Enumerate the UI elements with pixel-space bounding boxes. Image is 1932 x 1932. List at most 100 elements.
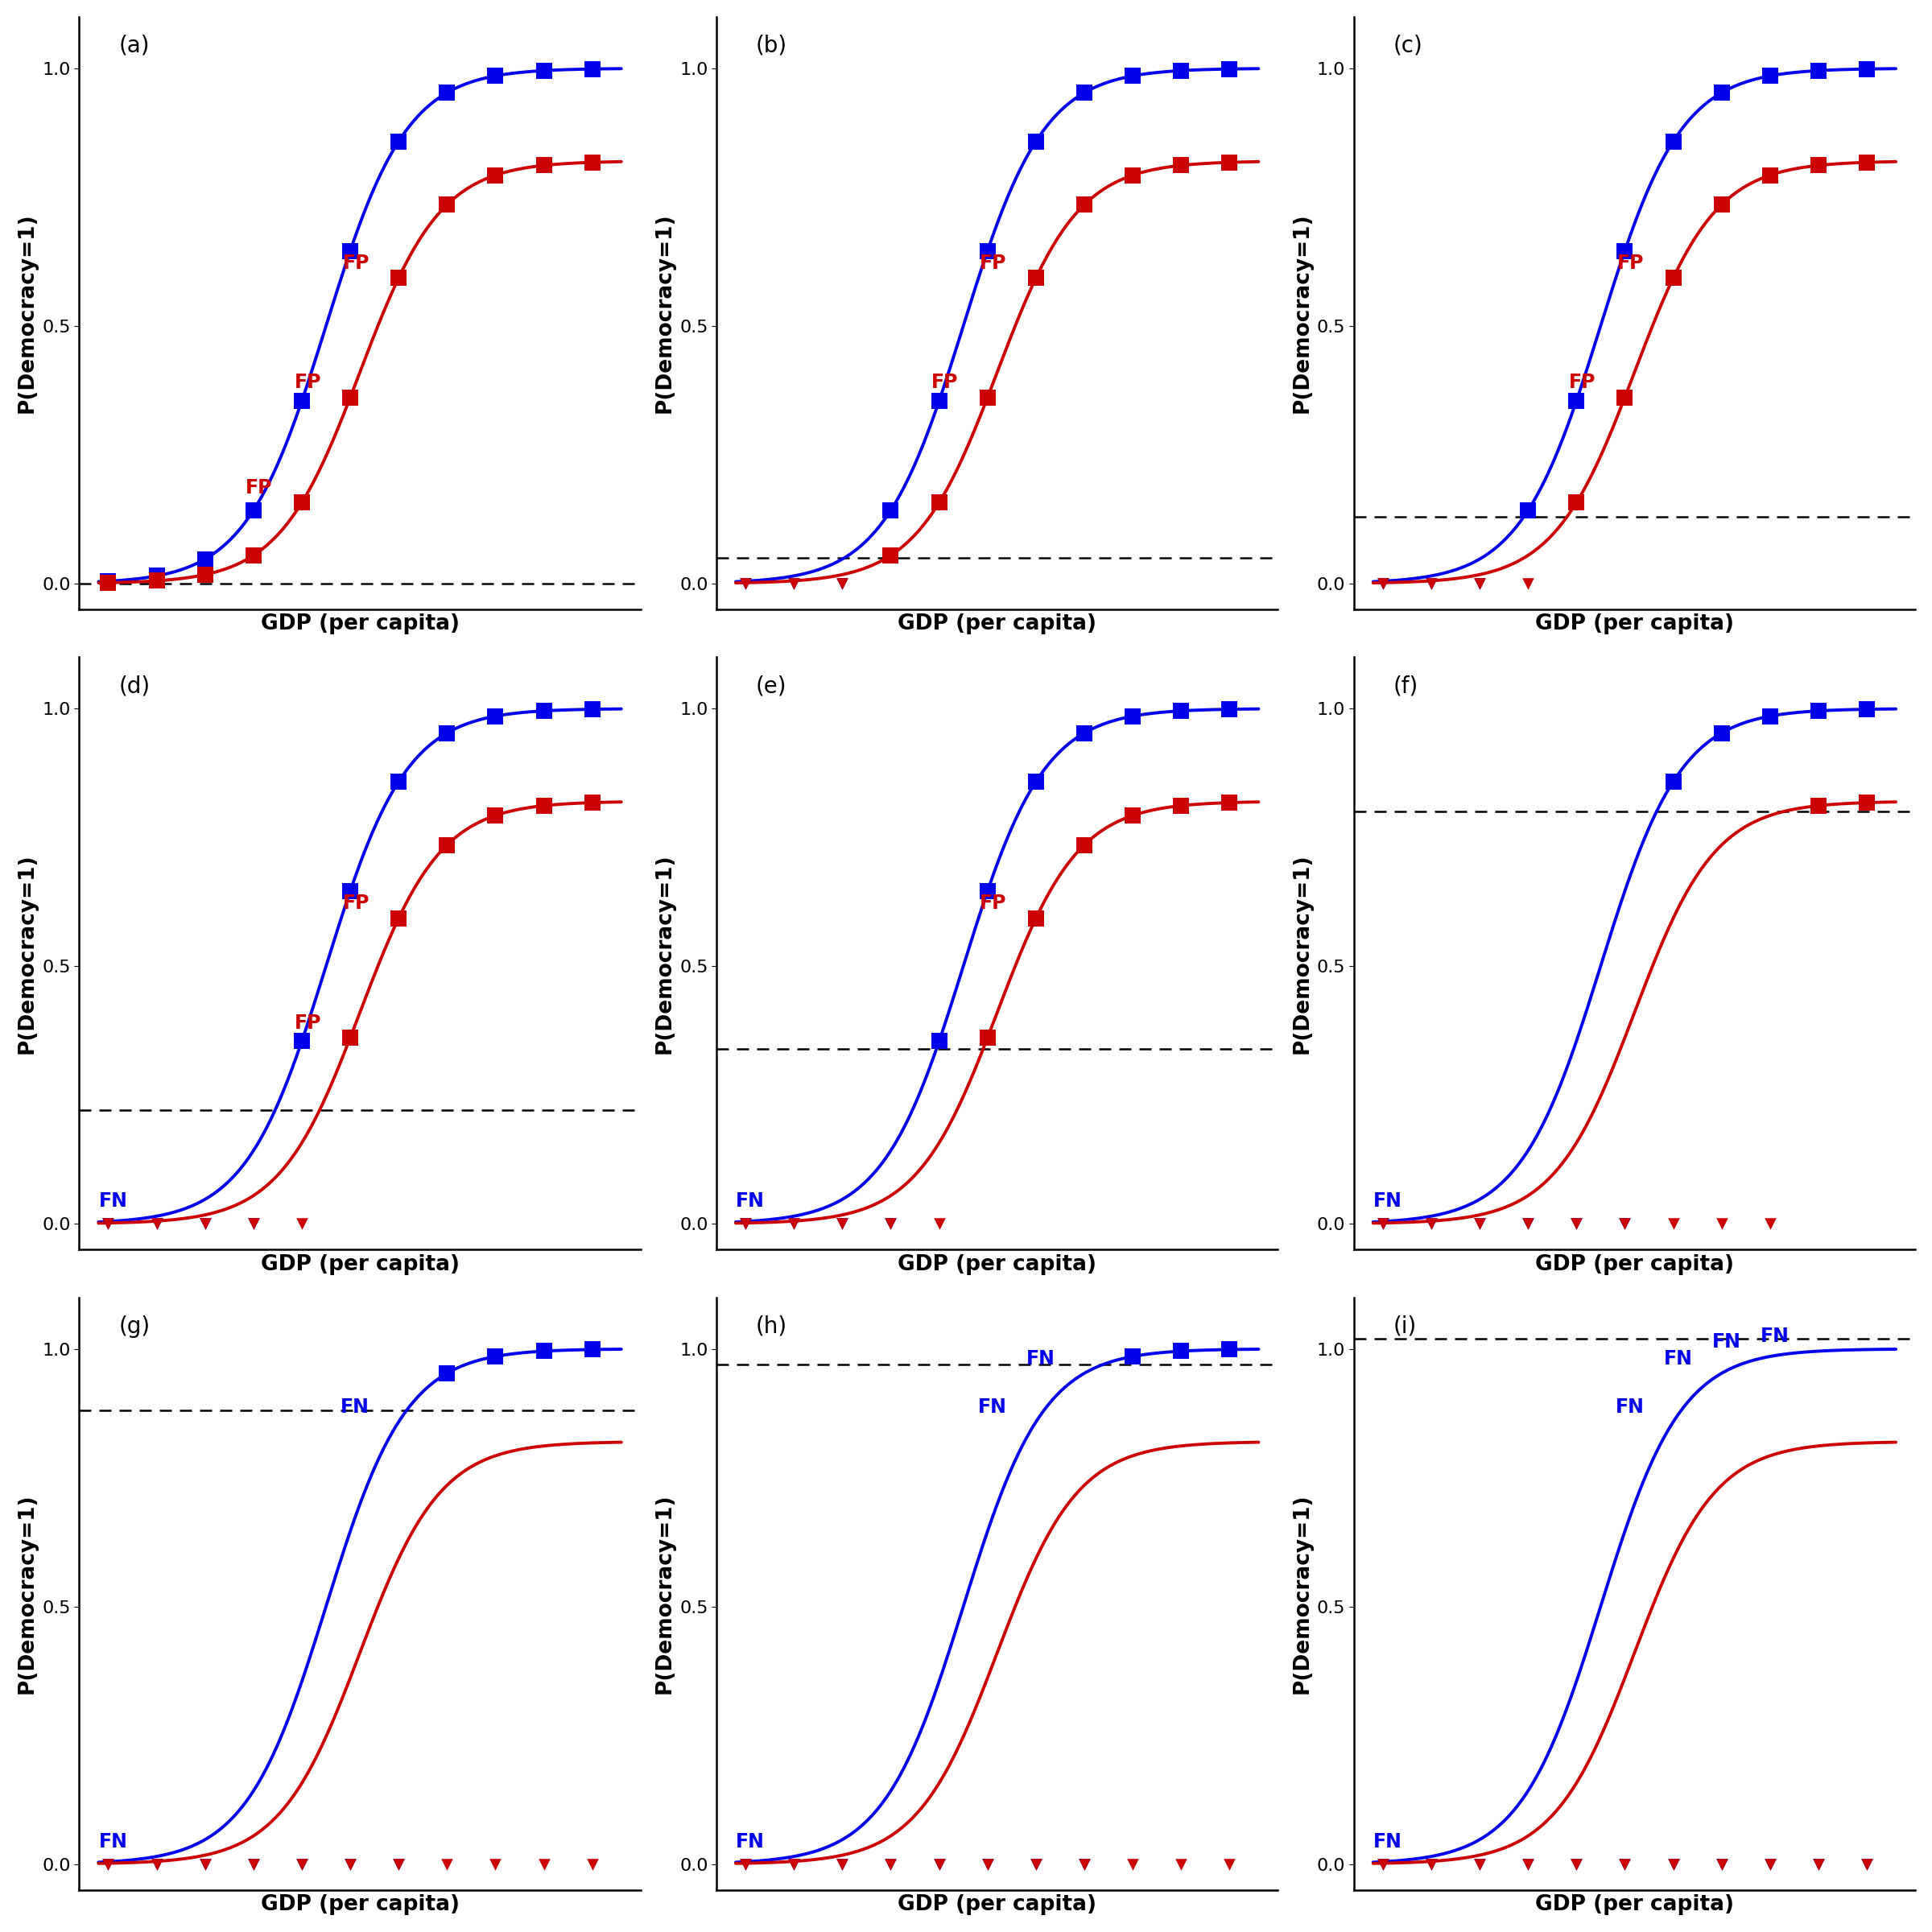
Point xyxy=(1706,77,1737,108)
Point xyxy=(1165,696,1196,726)
Point xyxy=(1464,1849,1495,1880)
Point xyxy=(1020,126,1051,156)
Point xyxy=(238,1208,269,1238)
Point xyxy=(1117,701,1148,732)
Point xyxy=(730,1849,761,1880)
Point xyxy=(286,1849,317,1880)
Point xyxy=(1706,189,1737,220)
Point xyxy=(1368,1849,1399,1880)
Point xyxy=(1561,1849,1592,1880)
Point xyxy=(1561,1208,1592,1238)
Point xyxy=(972,1022,1003,1053)
Point xyxy=(1706,1849,1737,1880)
Point xyxy=(189,543,220,574)
Point xyxy=(1416,568,1447,599)
X-axis label: GDP (per capita): GDP (per capita) xyxy=(261,1893,460,1915)
Point xyxy=(189,558,220,589)
Point xyxy=(875,1849,906,1880)
Text: FN: FN xyxy=(1374,1832,1403,1851)
Text: (e): (e) xyxy=(755,674,786,697)
Point xyxy=(1754,60,1785,91)
Point xyxy=(1513,495,1544,526)
Point xyxy=(479,160,510,191)
Text: FP: FP xyxy=(342,253,369,272)
Point xyxy=(1117,1849,1148,1880)
Point xyxy=(431,189,462,220)
Point xyxy=(1658,1208,1689,1238)
Point xyxy=(972,236,1003,267)
Point xyxy=(431,1358,462,1389)
Y-axis label: P(Democracy=1): P(Democracy=1) xyxy=(1291,1493,1312,1694)
Point xyxy=(1803,1849,1833,1880)
Point xyxy=(431,77,462,108)
Point xyxy=(1368,568,1399,599)
Point xyxy=(1068,1849,1099,1880)
Point xyxy=(334,236,365,267)
Point xyxy=(334,383,365,413)
Point xyxy=(431,829,462,860)
Point xyxy=(141,560,172,591)
Point xyxy=(1609,1208,1640,1238)
Point xyxy=(527,1849,558,1880)
Point xyxy=(238,1849,269,1880)
Point xyxy=(730,1208,761,1238)
Point xyxy=(1609,1208,1640,1238)
Point xyxy=(1213,147,1244,178)
Point xyxy=(1464,1208,1495,1238)
Point xyxy=(238,1208,269,1238)
X-axis label: GDP (per capita): GDP (per capita) xyxy=(1536,1893,1733,1915)
Point xyxy=(1754,701,1785,732)
Point xyxy=(383,902,413,933)
Point xyxy=(93,1208,124,1238)
Point xyxy=(1658,126,1689,156)
Point xyxy=(827,1849,858,1880)
Point xyxy=(527,56,558,87)
Point xyxy=(1213,786,1244,817)
Point xyxy=(578,1335,609,1366)
Point xyxy=(1213,54,1244,85)
Point xyxy=(1658,767,1689,798)
Point xyxy=(334,1849,365,1880)
Point xyxy=(189,1849,220,1880)
Point xyxy=(1706,1849,1737,1880)
Point xyxy=(1609,1849,1640,1880)
Point xyxy=(1416,568,1447,599)
Point xyxy=(779,1208,810,1238)
Point xyxy=(1117,1341,1148,1372)
Text: (a): (a) xyxy=(118,35,149,58)
Point xyxy=(875,539,906,570)
Point xyxy=(527,696,558,726)
Text: FP: FP xyxy=(294,373,321,392)
Point xyxy=(1368,568,1399,599)
Text: (h): (h) xyxy=(755,1316,786,1337)
Point xyxy=(93,568,124,599)
Point xyxy=(1117,160,1148,191)
Point xyxy=(779,1849,810,1880)
Text: (g): (g) xyxy=(118,1316,151,1337)
Text: FP: FP xyxy=(245,477,272,497)
Point xyxy=(923,1026,954,1057)
Point xyxy=(141,1208,172,1238)
Point xyxy=(189,1849,220,1880)
Text: (c): (c) xyxy=(1393,35,1422,58)
Point xyxy=(1561,1849,1592,1880)
Point xyxy=(1513,1208,1544,1238)
Point xyxy=(1464,568,1495,599)
Point xyxy=(1803,696,1833,726)
X-axis label: GDP (per capita): GDP (per capita) xyxy=(898,1893,1097,1915)
Point xyxy=(875,1208,906,1238)
Point xyxy=(286,487,317,518)
Point xyxy=(238,495,269,526)
Point xyxy=(1851,147,1882,178)
X-axis label: GDP (per capita): GDP (per capita) xyxy=(1536,1254,1733,1275)
Point xyxy=(93,1849,124,1880)
Point xyxy=(1851,54,1882,85)
Point xyxy=(93,1849,124,1880)
Text: (i): (i) xyxy=(1393,1316,1416,1337)
Point xyxy=(1117,60,1148,91)
X-axis label: GDP (per capita): GDP (per capita) xyxy=(261,614,460,636)
Point xyxy=(972,383,1003,413)
Point xyxy=(1117,800,1148,831)
Point xyxy=(1803,151,1833,182)
Point xyxy=(578,147,609,178)
